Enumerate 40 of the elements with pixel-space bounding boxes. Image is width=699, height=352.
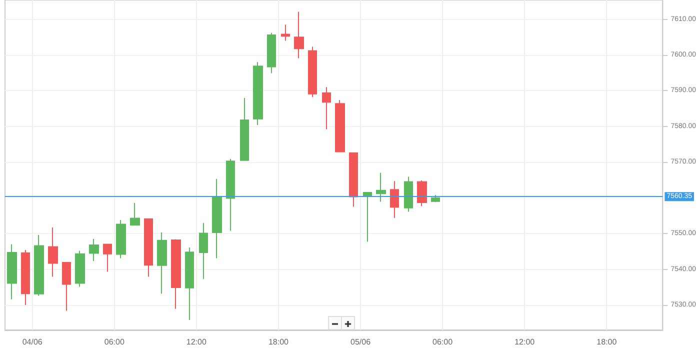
candlestick bbox=[253, 62, 263, 126]
x-tick-label: 06:00 bbox=[432, 338, 454, 346]
candlestick bbox=[390, 180, 399, 218]
candlestick bbox=[130, 202, 140, 226]
x-tick-label: 12:00 bbox=[186, 338, 207, 346]
candlestick bbox=[308, 46, 317, 98]
candlestick bbox=[89, 238, 99, 262]
x-tick-label: 18:00 bbox=[268, 338, 290, 346]
candlestick bbox=[349, 152, 358, 208]
candlestick bbox=[281, 24, 290, 42]
candlestick bbox=[103, 244, 112, 272]
candlestick bbox=[7, 244, 17, 300]
candlestick bbox=[21, 250, 30, 306]
x-tick-label: 18:00 bbox=[596, 338, 618, 346]
x-tick-label: 04/06 bbox=[22, 338, 43, 346]
candlestick bbox=[226, 158, 235, 232]
candlestick bbox=[48, 227, 58, 278]
candlestick bbox=[157, 232, 167, 294]
candlestick bbox=[267, 32, 276, 74]
candlestick bbox=[376, 172, 386, 202]
candlestick bbox=[185, 247, 194, 320]
candlestick bbox=[144, 218, 153, 278]
candlestick bbox=[62, 262, 71, 312]
candlestick bbox=[431, 194, 440, 203]
x-tick-label: 12:00 bbox=[514, 338, 536, 346]
candlestick bbox=[171, 238, 181, 310]
candlestick bbox=[240, 97, 249, 161]
candlestick bbox=[322, 86, 331, 130]
candlestick bbox=[404, 176, 413, 212]
candlestick bbox=[294, 11, 304, 59]
candlestick bbox=[363, 192, 372, 242]
candlestick bbox=[335, 100, 345, 152]
candlestick bbox=[34, 234, 44, 296]
candlestick bbox=[212, 178, 222, 259]
x-tick-label: 05/06 bbox=[350, 338, 372, 346]
candlestick bbox=[116, 220, 126, 259]
candlestick bbox=[199, 222, 208, 280]
candlestick bbox=[75, 250, 85, 288]
x-tick-label: 06:00 bbox=[104, 338, 125, 346]
candlestick bbox=[417, 180, 427, 207]
